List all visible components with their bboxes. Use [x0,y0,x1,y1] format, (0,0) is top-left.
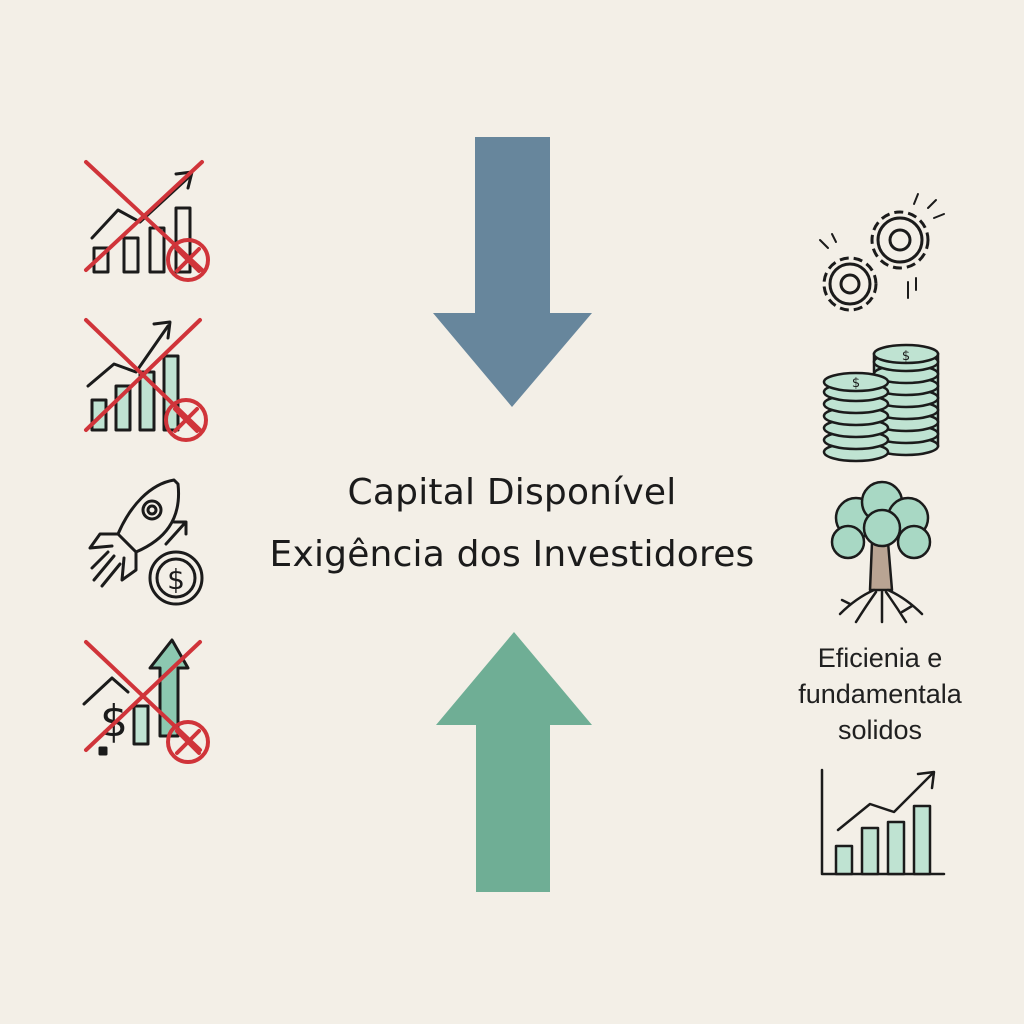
investor-demand-label: Exigência dos Investidores [269,534,755,575]
caption-line-1: Eficienia e [817,643,943,673]
crossed-out-growth-bars-icon [84,318,208,442]
svg-text:$: $ [902,349,910,364]
rocket-with-coin-icon: $ [88,478,204,606]
down-arrow [433,137,592,407]
center-text-block: Capital Disponível Exigência dos Investi… [212,462,812,586]
gears-icon [819,193,945,312]
coin-stacks-icon: $ $ [822,343,940,463]
caption-line-3: solidos [837,715,923,745]
efficiency-caption: Eficienia e fundamentala solidos [770,640,990,748]
svg-text:$: $ [852,376,860,391]
up-arrow [436,632,592,892]
tree-with-roots-icon [830,480,932,624]
capital-label: Capital Disponível [347,472,677,513]
svg-text:$: $ [167,563,185,596]
crossed-out-money-growth-icon: $ [82,638,210,764]
crossed-out-growth-chart-icon [84,160,210,282]
caption-line-2: fundamentala [798,679,962,709]
rising-bar-chart-icon [820,768,946,876]
